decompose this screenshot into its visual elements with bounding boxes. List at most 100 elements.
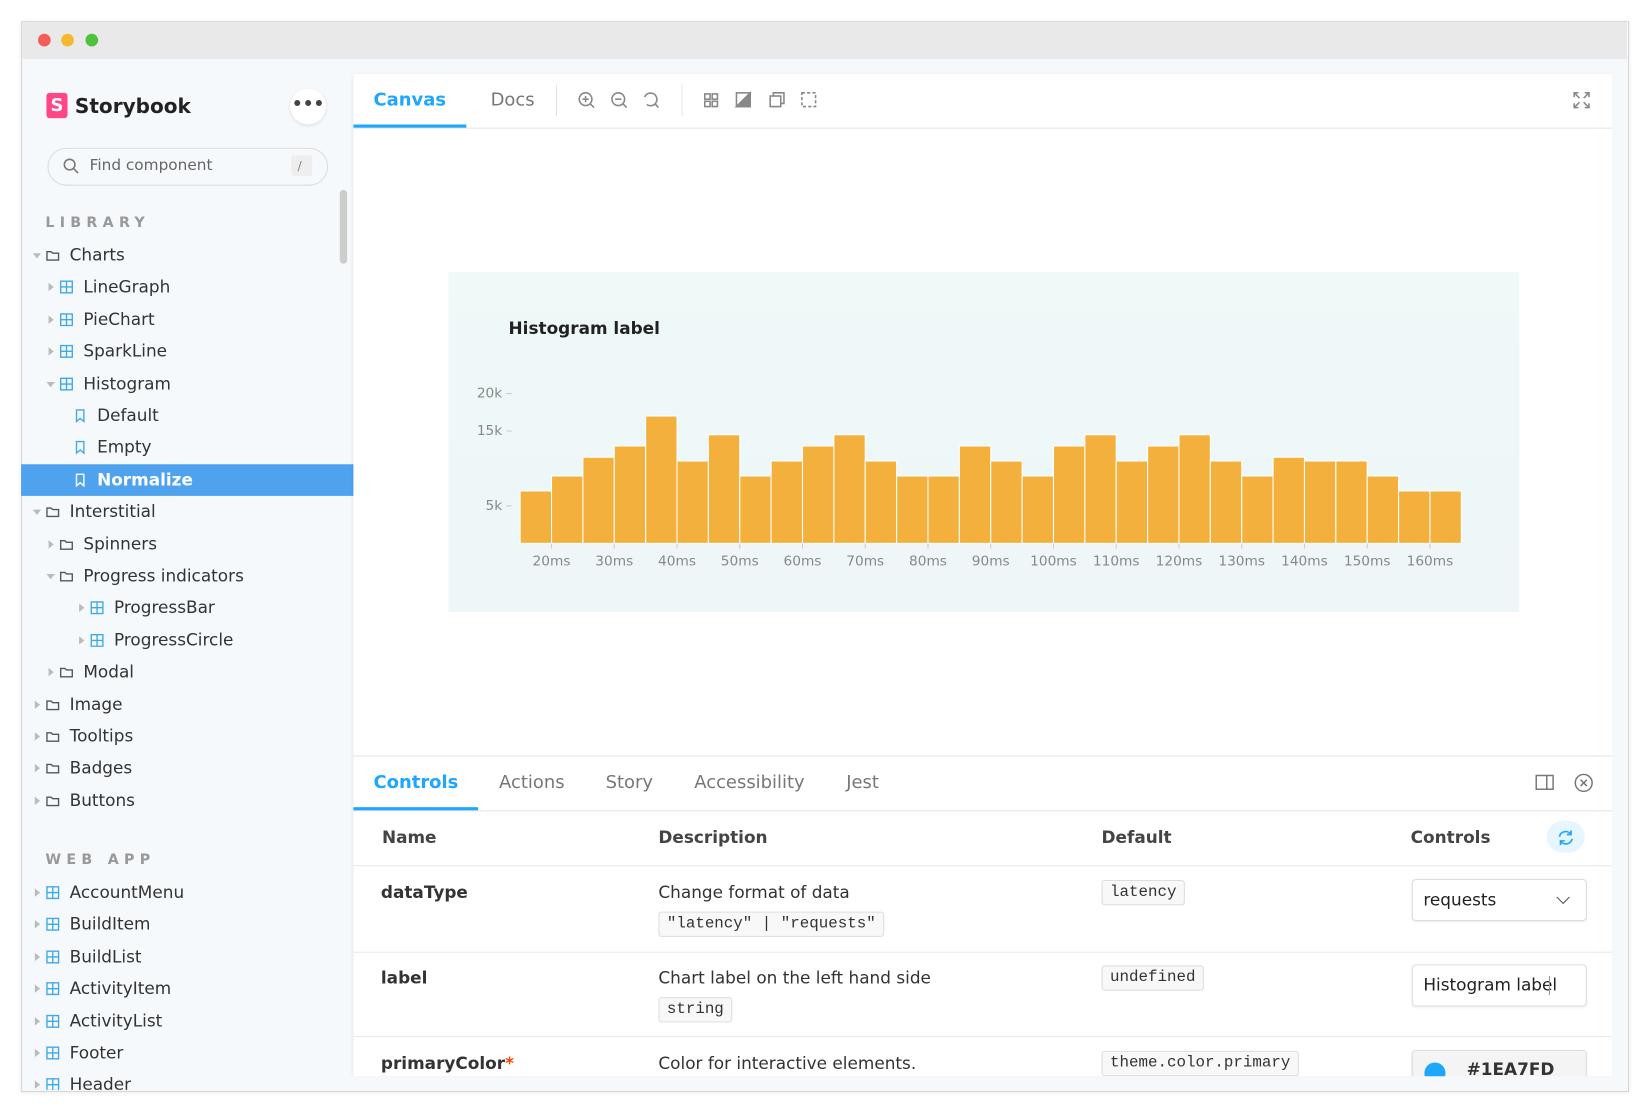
viewport-toggle[interactable] (770, 93, 784, 107)
table-border (353, 865, 1612, 866)
histogram: Histogram label5k15k20k20ms30ms40ms50ms6… (448, 272, 1519, 612)
required-mark: * (505, 1053, 514, 1073)
tab[interactable]: Accessibility (694, 770, 804, 795)
x-tick-label: 90ms (972, 553, 1010, 569)
bar (677, 461, 708, 543)
bar (1148, 446, 1179, 543)
bar (1085, 435, 1116, 544)
color-swatch (1424, 1062, 1445, 1076)
y-tick-label: 5k (486, 498, 503, 514)
bar (1210, 461, 1241, 543)
arg-default: undefined (1102, 965, 1204, 990)
bar (1179, 435, 1210, 544)
arg-description: Change format of data (658, 880, 849, 905)
column-header: Default (1102, 825, 1172, 850)
arg-name: label (381, 965, 428, 990)
x-tick-label: 70ms (846, 553, 884, 569)
arg-default: theme.color.primary (1102, 1051, 1299, 1076)
reset-icon (1555, 827, 1576, 848)
bar (991, 461, 1022, 543)
zoom-out[interactable] (612, 93, 627, 108)
bar (928, 476, 959, 543)
bar (520, 491, 551, 543)
bar (865, 461, 896, 543)
bar (1273, 457, 1304, 543)
bar (897, 476, 928, 543)
arg-name-text: primaryColor (381, 1053, 505, 1073)
bar (552, 476, 583, 543)
control-value: requests (1423, 887, 1496, 912)
toolbar-divider (556, 84, 557, 116)
bar (1304, 461, 1335, 543)
tab[interactable]: Controls (374, 770, 459, 795)
addon-tabs-border (353, 810, 1612, 811)
x-tick-label: 20ms (533, 553, 571, 569)
fullscreen-button[interactable] (1572, 91, 1591, 110)
bar (740, 476, 771, 543)
toolbar-border (353, 128, 1612, 129)
bar (708, 435, 739, 544)
bar (1242, 476, 1273, 543)
y-tick-label: 20k (477, 386, 502, 402)
arg-type: "latency" | "requests" (658, 912, 884, 937)
tab[interactable]: Jest (846, 770, 879, 795)
x-tick-label: 100ms (1030, 553, 1077, 569)
main-panel: Histogram label5k15k20k20ms30ms40ms50ms6… (0, 0, 1612, 1076)
x-tick-label: 120ms (1156, 553, 1203, 569)
bar (1430, 491, 1461, 543)
close-panel[interactable] (1575, 774, 1592, 791)
tab[interactable]: Actions (499, 770, 565, 795)
zoom-in[interactable] (579, 93, 594, 108)
bar (1053, 446, 1084, 543)
x-tick-label: 150ms (1344, 553, 1391, 569)
x-tick-label: 110ms (1093, 553, 1140, 569)
arg-name: primaryColor* (381, 1051, 514, 1076)
grid-toggle[interactable] (705, 94, 718, 107)
arg-type: string (658, 997, 732, 1022)
addon-border (353, 755, 1612, 756)
bar (1022, 476, 1053, 543)
bar (834, 435, 865, 544)
chart-title: Histogram label (509, 318, 660, 338)
panel-orientation[interactable] (1536, 775, 1553, 789)
y-tick-label: 15k (477, 423, 502, 439)
bar (1336, 461, 1367, 543)
color-value: #1EA7FD (1467, 1057, 1555, 1076)
bar (1116, 461, 1147, 543)
table-border (353, 1036, 1612, 1037)
column-header: Controls (1411, 825, 1491, 850)
x-tick-label: 130ms (1218, 553, 1265, 569)
expand-arrow[interactable] (35, 1081, 40, 1089)
active-tab-underline (353, 807, 478, 810)
bar (771, 461, 802, 543)
x-tick-label: 160ms (1407, 553, 1454, 569)
outline-toggle[interactable] (802, 93, 816, 107)
column-header: Name (382, 825, 437, 850)
table-border (353, 952, 1612, 953)
bar (959, 446, 990, 543)
bar (646, 416, 677, 543)
arg-description: Color for interactive elements. (658, 1051, 916, 1076)
toolbar-icons (570, 84, 834, 116)
control-value: Histogram label (1423, 973, 1557, 998)
tab[interactable]: Docs (491, 88, 535, 113)
arg-default: latency (1102, 880, 1185, 905)
arg-description: Chart label on the left hand side (658, 965, 931, 990)
x-tick-label: 60ms (784, 553, 822, 569)
x-tick-label: 140ms (1281, 553, 1328, 569)
x-tick-label: 30ms (595, 553, 633, 569)
active-tab-underline (353, 125, 466, 128)
tab[interactable]: Story (606, 770, 653, 795)
arg-name-text: label (381, 968, 428, 988)
tab[interactable]: Canvas (374, 88, 447, 113)
x-tick-label: 80ms (909, 553, 947, 569)
bar (614, 446, 645, 543)
text-caret (1549, 976, 1550, 995)
zoom-reset[interactable] (645, 93, 659, 108)
bar (803, 446, 834, 543)
x-tick-label: 40ms (658, 553, 696, 569)
addon-icons (1534, 772, 1597, 793)
background-toggle[interactable] (736, 93, 750, 107)
